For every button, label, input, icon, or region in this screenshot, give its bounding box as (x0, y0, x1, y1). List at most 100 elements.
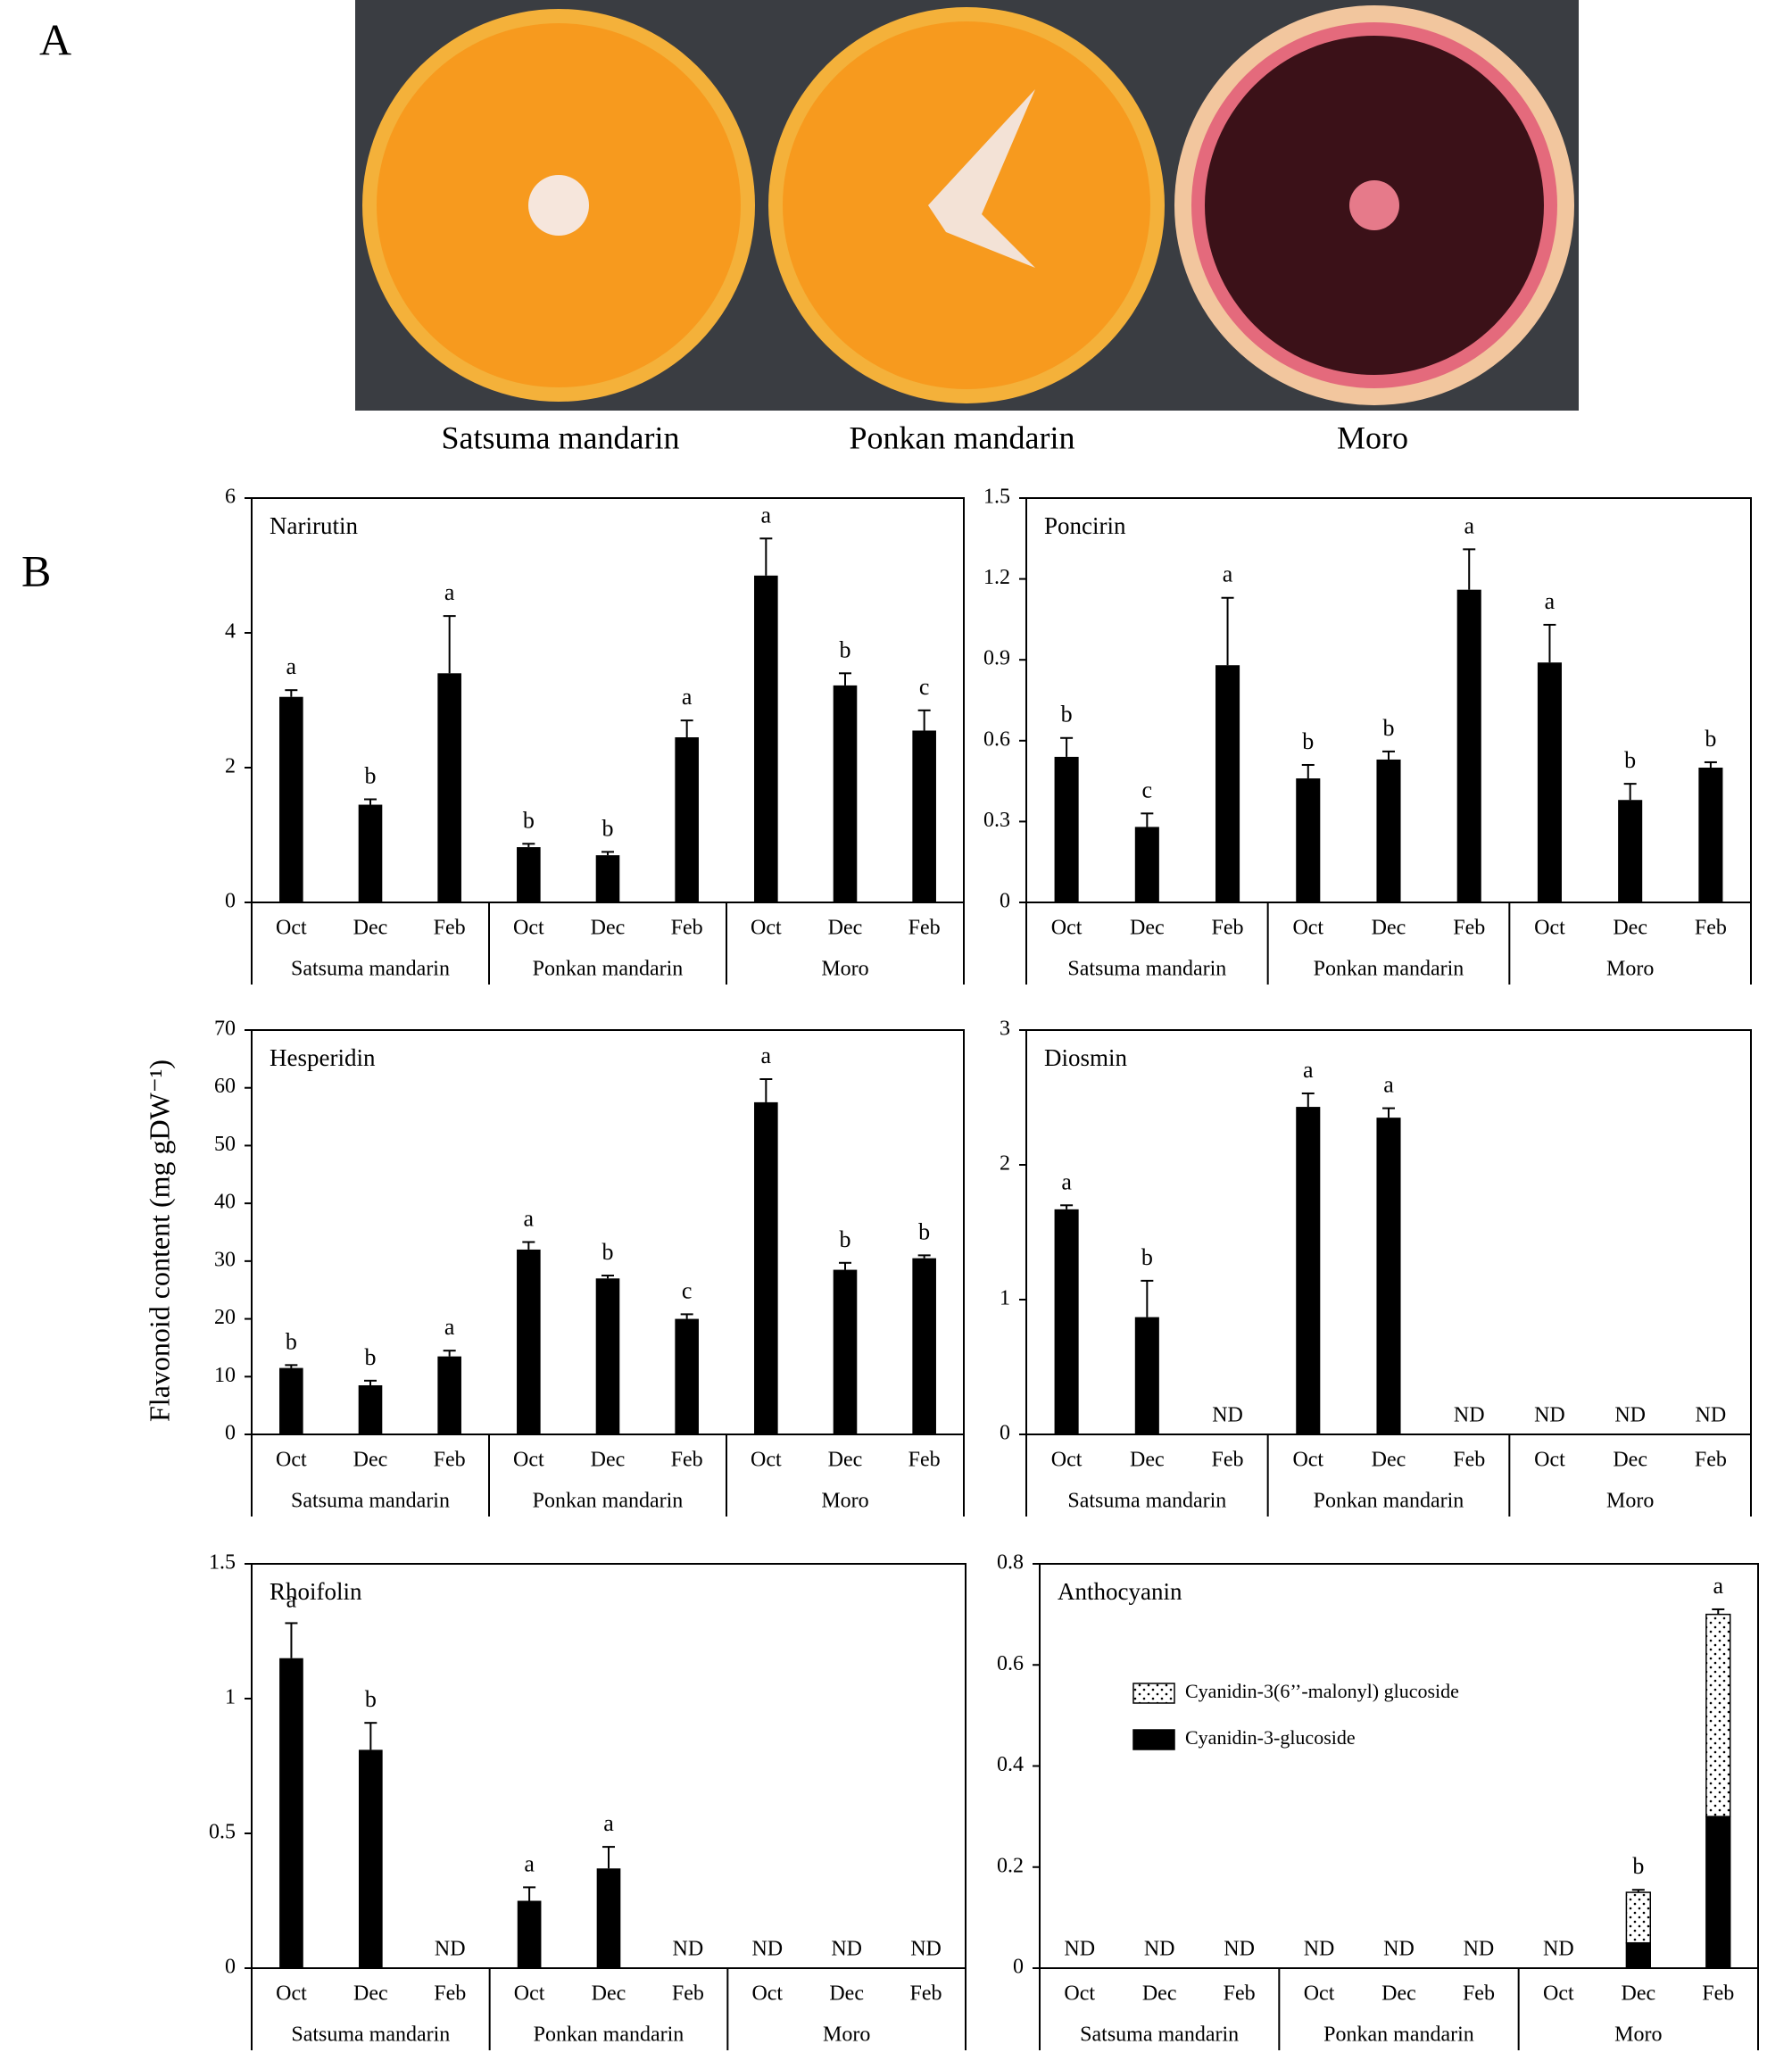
bar (279, 696, 303, 902)
y-tick-label: 2 (1000, 1152, 1010, 1176)
x-tick-label: Oct (1064, 1982, 1095, 2006)
significance-letter: c (682, 1277, 693, 1303)
group-label: Moro (823, 2024, 870, 2047)
significance-letter: a (1303, 1057, 1314, 1083)
y-tick-label: 1.2 (983, 566, 1010, 589)
photo-label: Ponkan mandarin (850, 420, 1075, 455)
group-label: Ponkan mandarin (533, 958, 684, 981)
photo-label: Moro (1337, 420, 1408, 455)
group-label: Ponkan mandarin (534, 2024, 684, 2047)
x-tick-label: Oct (1292, 917, 1323, 940)
x-tick-label: Oct (1534, 1449, 1565, 1472)
x-tick-label: Feb (1463, 1982, 1495, 2006)
significance-letter: a (682, 684, 693, 710)
significance-letter: c (919, 674, 930, 700)
significance-letter: b (523, 807, 535, 833)
bar-segment (1705, 1613, 1731, 1817)
chart-title: Rhoifolin (270, 1578, 362, 1605)
bar (358, 1384, 383, 1434)
bar (912, 1258, 936, 1434)
panel-label: B (21, 545, 51, 595)
value-label: ND (1614, 1404, 1646, 1427)
bar (596, 1868, 621, 1968)
significance-letter: b (840, 1226, 851, 1252)
significance-letter: b (365, 1344, 377, 1370)
bar (358, 804, 383, 902)
x-tick-label: Feb (434, 1982, 466, 2006)
x-tick-label: Feb (908, 917, 941, 940)
y-tick-label: 0.8 (997, 1551, 1024, 1575)
x-tick-label: Dec (828, 917, 863, 940)
bar (437, 1356, 461, 1434)
x-tick-label: Dec (829, 1982, 864, 2006)
value-label: ND (1144, 1938, 1175, 1961)
x-tick-label: Dec (1613, 917, 1647, 940)
bar (675, 1318, 699, 1434)
legend-label: Cyanidin-3(6’’-malonyl) glucoside (1185, 1680, 1459, 1702)
x-tick-label: Oct (1051, 1449, 1083, 1472)
significance-letter: a (286, 1586, 297, 1612)
x-tick-label: Feb (672, 1982, 704, 2006)
y-tick-label: 40 (214, 1191, 236, 1214)
significance-letter: a (1545, 588, 1556, 614)
bar (595, 1278, 620, 1434)
y-tick-label: 1 (1000, 1287, 1010, 1310)
x-tick-label: Oct (276, 1449, 307, 1472)
x-tick-label: Oct (276, 1982, 307, 2006)
bar (1456, 589, 1481, 902)
bar (595, 855, 620, 902)
legend-label: Cyanidin-3-glucoside (1185, 1726, 1356, 1749)
significance-letter: a (603, 1810, 614, 1836)
y-tick-label: 1 (225, 1686, 236, 1709)
value-label: ND (1534, 1404, 1565, 1427)
value-label: ND (1383, 1938, 1415, 1961)
significance-letter: b (1383, 715, 1395, 741)
y-tick-label: 30 (214, 1248, 236, 1271)
x-tick-label: Oct (751, 1982, 783, 2006)
significance-letter: a (444, 1314, 455, 1340)
group-label: Moro (821, 958, 868, 981)
y-tick-label: 50 (214, 1133, 236, 1156)
group-label: Moro (1606, 1490, 1654, 1513)
y-tick-label: 0 (1000, 890, 1010, 913)
y-tick-label: 0.9 (983, 647, 1010, 670)
group-label: Moro (1606, 958, 1654, 981)
legend-swatch (1132, 1729, 1175, 1750)
x-tick-label: Oct (1051, 917, 1083, 940)
bar-segment (1705, 1816, 1731, 1969)
bar (912, 730, 936, 902)
bar (1054, 1209, 1079, 1434)
group-label: Ponkan mandarin (533, 1490, 684, 1513)
bar (359, 1749, 383, 1968)
significance-letter: a (761, 502, 772, 528)
significance-letter: b (602, 1239, 614, 1265)
y-tick-label: 6 (225, 486, 236, 509)
bar (1296, 778, 1321, 902)
x-tick-label: Dec (1142, 1982, 1177, 2006)
value-label: ND (1464, 1938, 1495, 1961)
bar (1698, 768, 1723, 902)
panel-label: A (39, 14, 71, 64)
group-label: Satsuma mandarin (1067, 1490, 1226, 1513)
x-tick-label: Dec (1130, 917, 1165, 940)
y-tick-label: 0 (225, 1422, 236, 1445)
bar (517, 847, 541, 902)
bar-segment (1625, 1891, 1651, 1944)
chart-title: Hesperidin (270, 1044, 376, 1071)
bar (437, 673, 461, 902)
bar (1537, 662, 1562, 902)
x-tick-label: Feb (910, 1982, 942, 2006)
significance-letter: a (524, 1850, 535, 1876)
y-tick-label: 0.5 (209, 1821, 236, 1844)
x-tick-label: Dec (828, 1449, 863, 1472)
y-tick-label: 0.6 (997, 1652, 1024, 1675)
value-label: ND (910, 1938, 942, 1961)
x-tick-label: Oct (1292, 1449, 1323, 1472)
significance-letter: b (1141, 1244, 1153, 1270)
y-tick-label: 1.5 (983, 486, 1010, 509)
x-tick-label: Feb (1695, 1449, 1727, 1472)
x-tick-label: Oct (1304, 1982, 1335, 2006)
significance-letter: b (365, 762, 377, 788)
group-label: Satsuma mandarin (291, 1490, 450, 1513)
